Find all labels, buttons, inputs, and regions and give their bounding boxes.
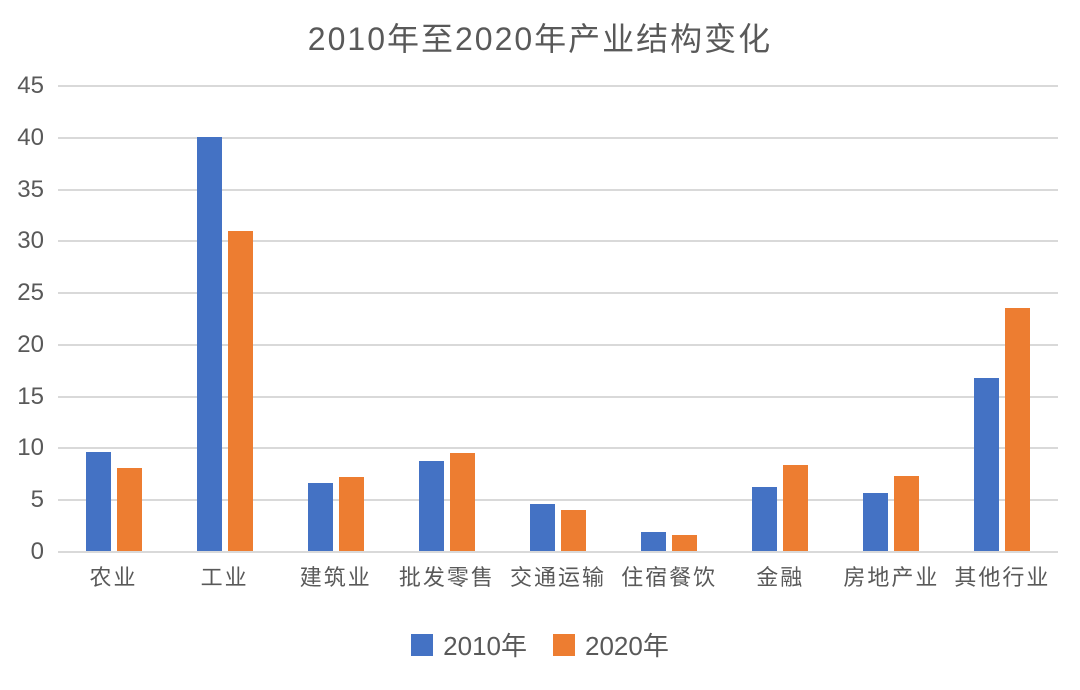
legend-item: 2010年 <box>411 626 527 663</box>
legend-swatch-icon <box>411 633 434 656</box>
x-axis: 农业 工业 建筑业 批发零售 交通运输 住宿餐饮 金融 房地产业 其他行业 <box>58 560 1058 592</box>
x-tick-label: 农业 <box>89 565 138 590</box>
plot-area <box>58 85 1058 553</box>
bar-group <box>836 85 947 551</box>
chart-title: 2010年至2020年产业结构变化 <box>307 21 773 57</box>
x-tick-label: 交通运输 <box>509 565 606 590</box>
bar-2010年 <box>863 493 889 551</box>
bar-2020年 <box>894 476 920 551</box>
x-tick-label: 住宿餐饮 <box>621 565 718 590</box>
gridline <box>58 136 1058 139</box>
y-tick-label: 15 <box>17 382 44 410</box>
x-tick-label: 建筑业 <box>299 565 372 590</box>
y-tick-label: 10 <box>17 434 44 462</box>
bar-group <box>169 85 280 551</box>
bar-2020年 <box>116 468 142 551</box>
gridline <box>58 240 1058 243</box>
bar-2010年 <box>418 460 444 551</box>
bar-2020年 <box>560 509 586 551</box>
y-tick-label: 25 <box>17 279 44 307</box>
x-tick-label: 房地产业 <box>843 565 940 590</box>
bar-2010年 <box>85 451 111 551</box>
gridline <box>58 551 1058 553</box>
bar-group <box>725 85 836 551</box>
bar-2020年 <box>449 452 475 551</box>
y-tick-label: 30 <box>17 227 44 255</box>
gridline <box>58 343 1058 346</box>
bar-2020年 <box>338 477 364 551</box>
bar-2020年 <box>1005 307 1031 551</box>
bar-2010年 <box>529 504 555 551</box>
y-tick-label: 35 <box>17 175 44 203</box>
gridline <box>58 499 1058 502</box>
bar-group <box>947 85 1058 551</box>
bar-2010年 <box>641 532 667 551</box>
legend: 2010年 2020年 <box>0 626 1080 663</box>
bar-group <box>614 85 725 551</box>
x-tick-label: 其他行业 <box>954 565 1051 590</box>
y-tick-label: 5 <box>30 486 44 514</box>
bar-group <box>280 85 391 551</box>
y-tick-label: 40 <box>17 123 44 151</box>
gridline <box>58 447 1058 450</box>
legend-label: 2020年 <box>585 631 669 661</box>
y-tick-label: 45 <box>17 72 44 99</box>
bar-2020年 <box>672 535 698 551</box>
bar-2020年 <box>783 465 809 551</box>
gridline <box>58 395 1058 398</box>
bar-group <box>502 85 613 551</box>
x-tick-label: 批发零售 <box>398 565 495 590</box>
y-tick-label: 20 <box>17 330 44 358</box>
bar-group <box>58 85 169 551</box>
bars-row <box>58 85 1058 551</box>
gridline <box>58 188 1058 191</box>
x-tick-label: 工业 <box>200 565 249 590</box>
y-axis: 0 5 10 15 20 25 30 35 40 45 <box>0 72 46 565</box>
bar-2020年 <box>227 231 253 551</box>
legend-swatch-icon <box>553 633 575 656</box>
bar-2010年 <box>196 136 222 551</box>
bar-2010年 <box>752 486 778 551</box>
bar-group <box>391 85 502 551</box>
gridline <box>58 85 1058 87</box>
bar-2010年 <box>974 378 1000 551</box>
legend-label: 2010年 <box>443 631 527 661</box>
y-tick-label: 0 <box>30 538 44 565</box>
x-tick-label: 金融 <box>756 565 805 590</box>
legend-item: 2020年 <box>553 626 669 663</box>
bar-2010年 <box>307 482 333 551</box>
gridline <box>58 292 1058 295</box>
